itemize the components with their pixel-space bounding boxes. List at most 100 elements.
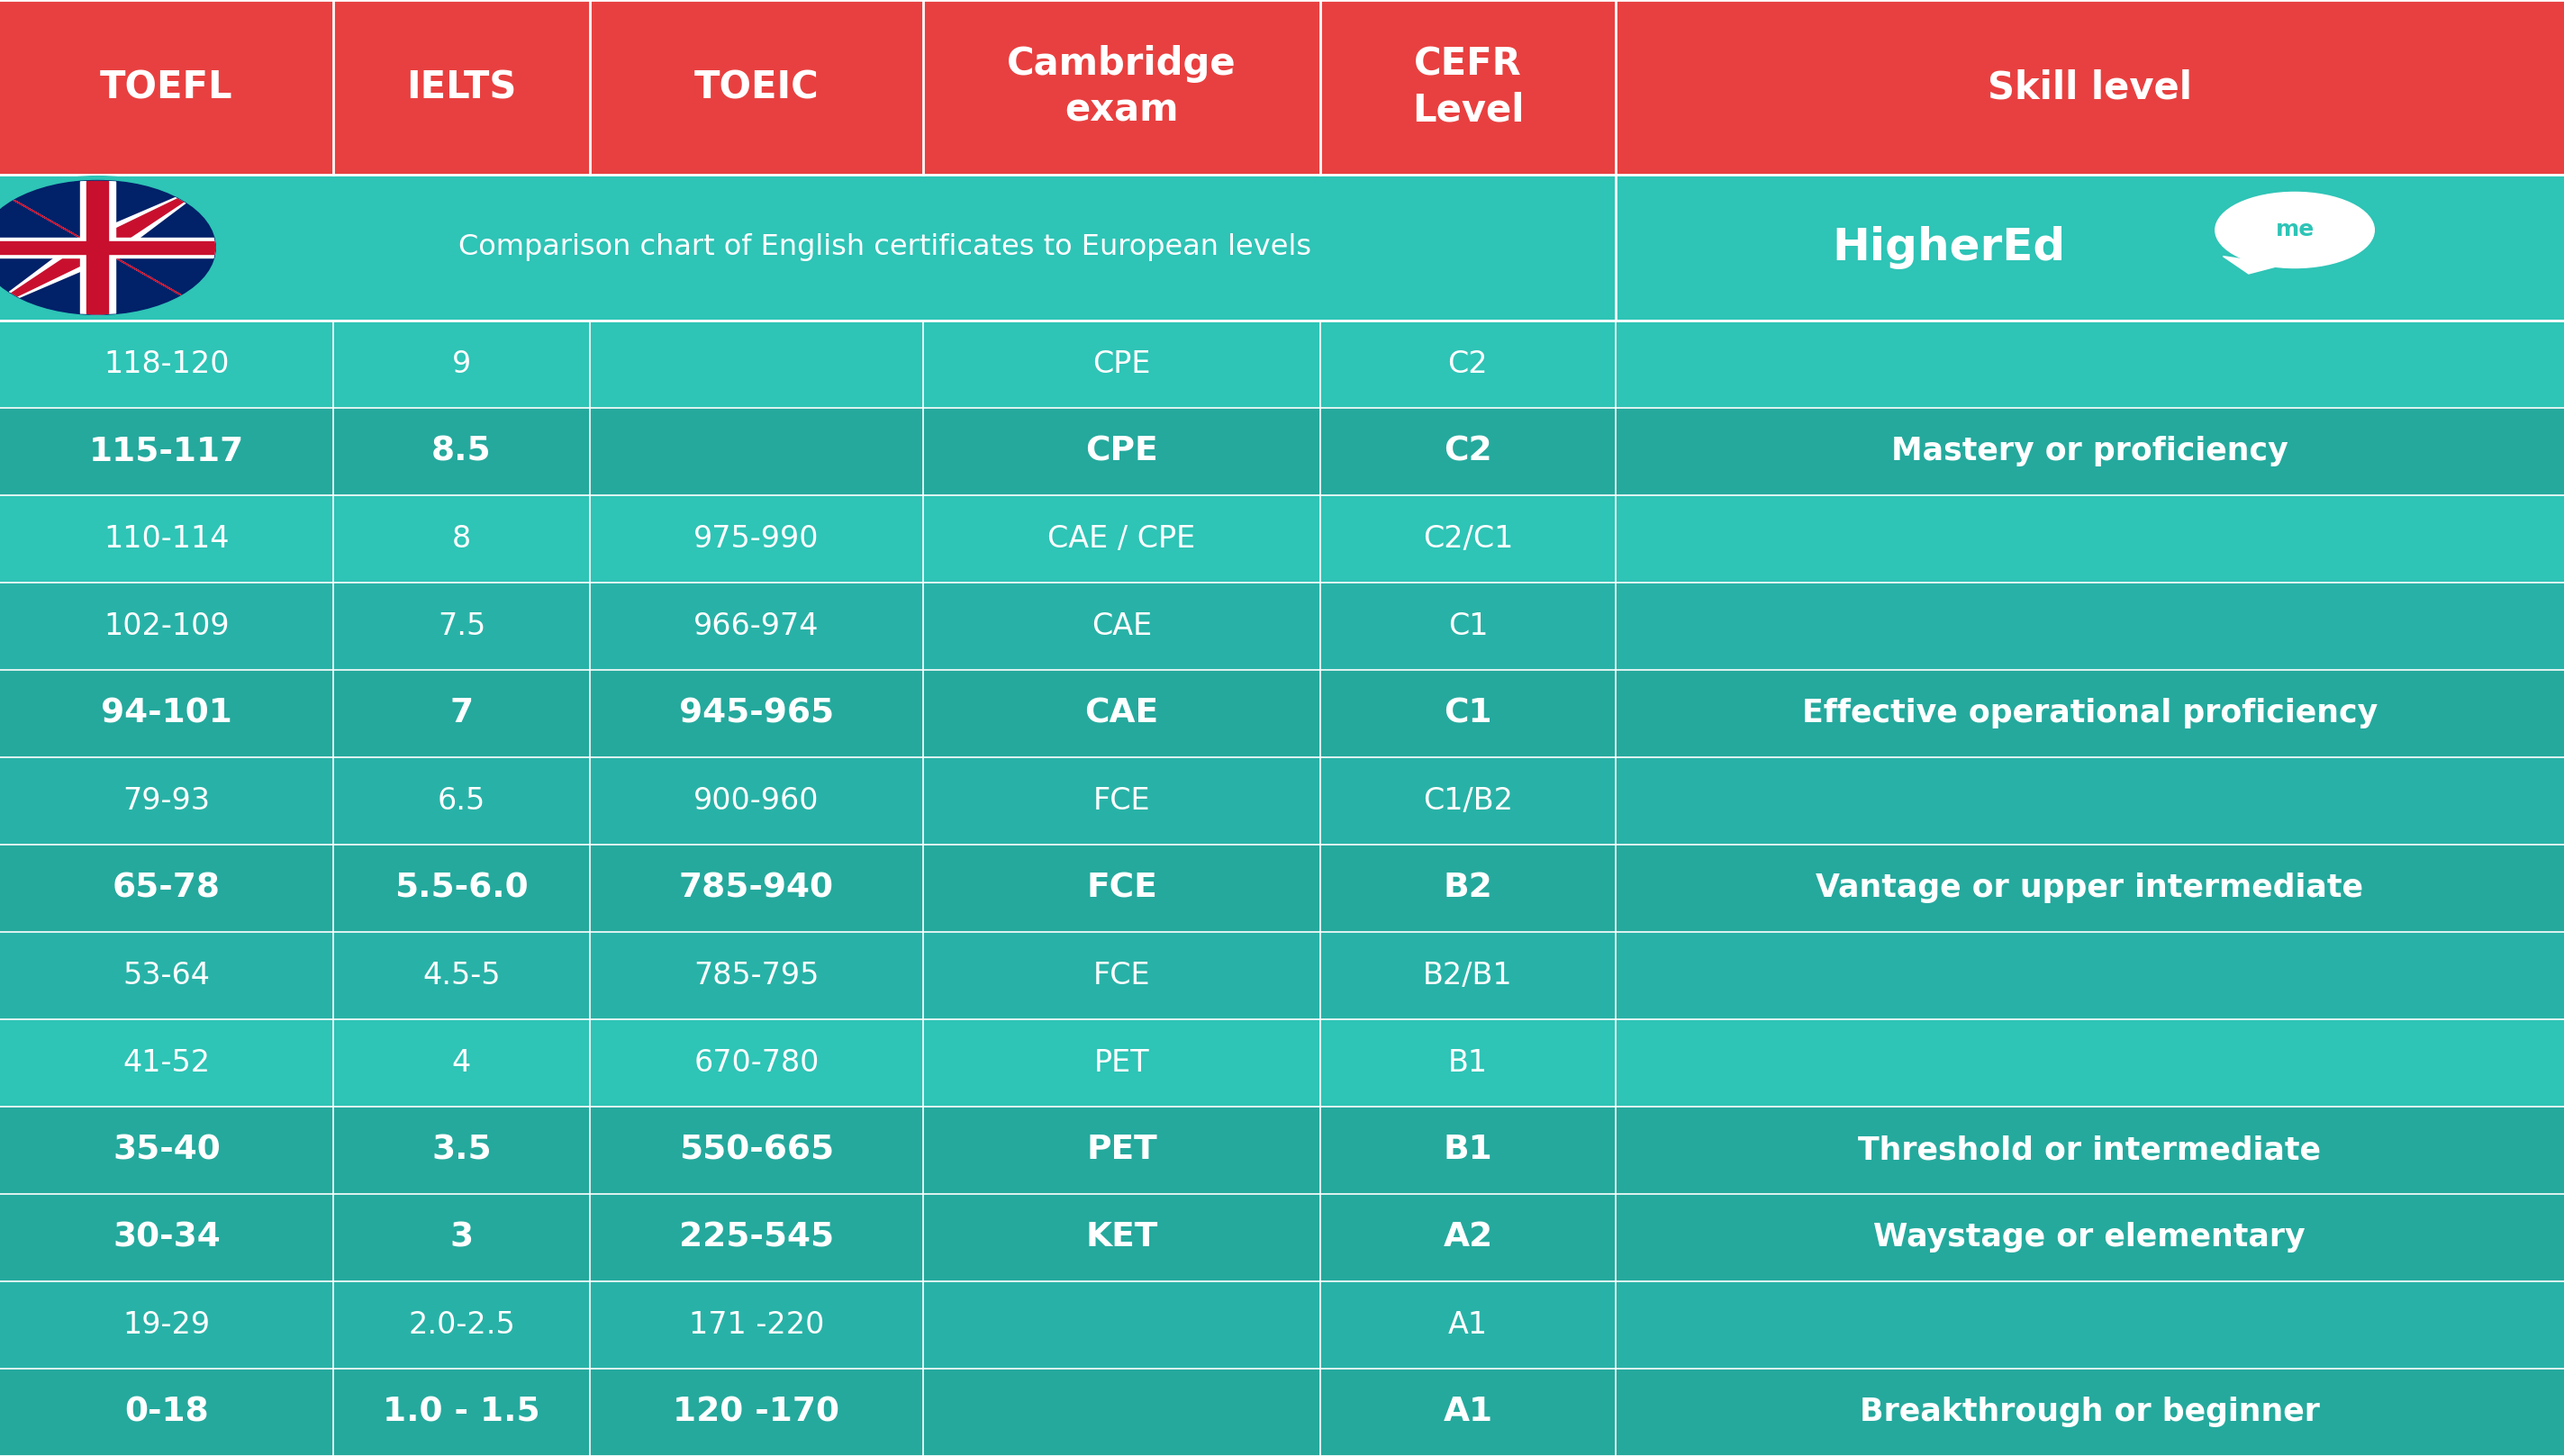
Text: 670-780: 670-780	[695, 1048, 818, 1077]
Text: C2: C2	[1449, 349, 1487, 379]
Bar	[0, 1369, 2564, 1456]
Text: CAE / CPE: CAE / CPE	[1049, 524, 1195, 553]
Text: 975-990: 975-990	[695, 524, 818, 553]
Text: me: me	[2274, 220, 2315, 240]
Text: 4: 4	[451, 1048, 472, 1077]
Text: Mastery or proficiency: Mastery or proficiency	[1892, 435, 2287, 467]
Text: 0-18: 0-18	[126, 1396, 208, 1428]
Text: 94-101: 94-101	[100, 697, 233, 729]
Circle shape	[0, 176, 223, 319]
Text: C1/B2: C1/B2	[1423, 786, 1513, 815]
Text: A1: A1	[1444, 1396, 1492, 1428]
Bar	[0, 1194, 2564, 1281]
Text: 19-29: 19-29	[123, 1310, 210, 1340]
Text: 7.5: 7.5	[438, 612, 485, 641]
Text: B2/B1: B2/B1	[1423, 961, 1513, 990]
Text: 35-40: 35-40	[113, 1134, 221, 1166]
Text: IELTS: IELTS	[408, 68, 515, 106]
Text: C1: C1	[1449, 612, 1487, 641]
Text: 550-665: 550-665	[679, 1134, 833, 1166]
Text: A2: A2	[1444, 1222, 1492, 1254]
Text: 3.5: 3.5	[431, 1134, 492, 1166]
Text: 4.5-5: 4.5-5	[423, 961, 500, 990]
Text: Skill level: Skill level	[1987, 68, 2192, 106]
Text: 102-109: 102-109	[103, 612, 231, 641]
Text: 79-93: 79-93	[123, 786, 210, 815]
Text: 65-78: 65-78	[113, 872, 221, 904]
Text: Vantage or upper intermediate: Vantage or upper intermediate	[1815, 872, 2364, 904]
Text: 171 -220: 171 -220	[690, 1310, 823, 1340]
Text: Effective operational proficiency: Effective operational proficiency	[1802, 697, 2377, 729]
Text: A1: A1	[1449, 1310, 1487, 1340]
Bar	[87, 181, 108, 314]
Bar	[0, 175, 2564, 320]
Text: 30-34: 30-34	[113, 1222, 221, 1254]
Bar	[0, 0, 2564, 175]
Bar	[0, 495, 2564, 582]
Text: 7: 7	[449, 697, 474, 729]
Bar	[0, 1107, 2564, 1194]
Text: TOEIC: TOEIC	[695, 68, 818, 106]
Text: 966-974: 966-974	[695, 612, 818, 641]
Text: 225-545: 225-545	[679, 1222, 833, 1254]
Text: TOEFL: TOEFL	[100, 68, 233, 106]
Bar	[79, 181, 115, 314]
Text: 9: 9	[451, 349, 472, 379]
Text: 41-52: 41-52	[123, 1048, 210, 1077]
Text: B2: B2	[1444, 872, 1492, 904]
Text: B1: B1	[1449, 1048, 1487, 1077]
Bar	[0, 1019, 2564, 1107]
Bar	[0, 237, 215, 258]
Bar	[0, 242, 215, 253]
Text: PET: PET	[1087, 1134, 1156, 1166]
Text: Breakthrough or beginner: Breakthrough or beginner	[1859, 1396, 2320, 1428]
Bar	[0, 757, 2564, 844]
Text: CAE: CAE	[1085, 697, 1159, 729]
Text: 118-120: 118-120	[105, 349, 228, 379]
Text: Threshold or intermediate: Threshold or intermediate	[1859, 1134, 2320, 1166]
Text: 945-965: 945-965	[679, 697, 833, 729]
Bar	[0, 670, 2564, 757]
Text: CPE: CPE	[1085, 435, 1159, 467]
Polygon shape	[0, 181, 215, 314]
Text: HigherEd: HigherEd	[1831, 226, 2067, 269]
Ellipse shape	[2215, 192, 2374, 268]
Polygon shape	[0, 181, 215, 314]
Text: FCE: FCE	[1087, 872, 1156, 904]
Text: 6.5: 6.5	[438, 786, 485, 815]
Text: 110-114: 110-114	[105, 524, 228, 553]
Text: C2: C2	[1444, 435, 1492, 467]
Text: Comparison chart of English certificates to European levels: Comparison chart of English certificates…	[459, 233, 1310, 262]
Text: 900-960: 900-960	[695, 786, 818, 815]
Bar	[0, 408, 2564, 495]
Text: 8.5: 8.5	[431, 435, 492, 467]
Text: 115-117: 115-117	[90, 435, 244, 467]
Text: FCE: FCE	[1092, 961, 1151, 990]
Text: 785-940: 785-940	[679, 872, 833, 904]
Bar	[0, 320, 2564, 408]
Text: C1: C1	[1444, 697, 1492, 729]
Text: 785-795: 785-795	[695, 961, 818, 990]
Bar	[0, 932, 2564, 1019]
Text: FCE: FCE	[1092, 786, 1151, 815]
Text: 5.5-6.0: 5.5-6.0	[395, 872, 528, 904]
Text: CAE: CAE	[1092, 612, 1151, 641]
Text: C2/C1: C2/C1	[1423, 524, 1513, 553]
Text: KET: KET	[1085, 1222, 1159, 1254]
Text: 2.0-2.5: 2.0-2.5	[408, 1310, 515, 1340]
Text: 120 -170: 120 -170	[674, 1396, 838, 1428]
Circle shape	[0, 181, 215, 314]
Polygon shape	[0, 181, 215, 314]
Text: CEFR
Level: CEFR Level	[1413, 45, 1523, 130]
Bar	[0, 582, 2564, 670]
Text: 3: 3	[449, 1222, 474, 1254]
Polygon shape	[2223, 256, 2282, 274]
Bar	[0, 844, 2564, 932]
Text: CPE: CPE	[1092, 349, 1151, 379]
Text: Waystage or elementary: Waystage or elementary	[1874, 1222, 2305, 1254]
Text: 53-64: 53-64	[123, 961, 210, 990]
Bar	[0, 1281, 2564, 1369]
Text: 8: 8	[451, 524, 472, 553]
Text: Cambridge
exam: Cambridge exam	[1008, 45, 1236, 130]
Text: B1: B1	[1444, 1134, 1492, 1166]
